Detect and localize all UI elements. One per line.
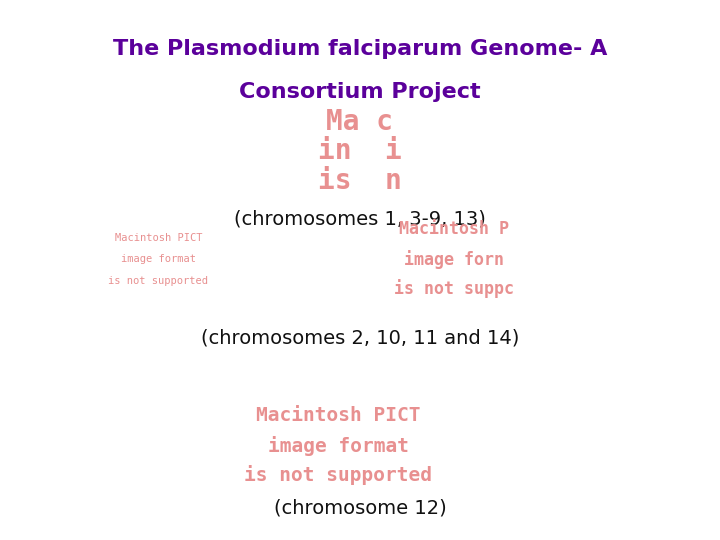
Text: image format: image format: [268, 435, 409, 456]
Text: is  n: is n: [318, 167, 402, 195]
Text: is not supported: is not supported: [109, 276, 208, 286]
Text: is not suppc: is not suppc: [394, 279, 513, 299]
Text: Macintosh PICT: Macintosh PICT: [114, 233, 202, 242]
Text: (chromosome 12): (chromosome 12): [274, 498, 446, 517]
Text: The Plasmodium falciparum Genome- A: The Plasmodium falciparum Genome- A: [113, 38, 607, 59]
Text: image format: image format: [121, 254, 196, 264]
Text: in  i: in i: [318, 137, 402, 165]
Text: is not supported: is not supported: [244, 465, 433, 485]
Text: Macintosh P: Macintosh P: [399, 220, 508, 239]
Text: Macintosh PICT: Macintosh PICT: [256, 406, 420, 426]
Text: (chromosomes 2, 10, 11 and 14): (chromosomes 2, 10, 11 and 14): [201, 328, 519, 347]
Text: image forn: image forn: [404, 249, 503, 269]
Text: Consortium Project: Consortium Project: [239, 82, 481, 102]
Text: Ma c: Ma c: [326, 107, 394, 136]
Text: (chromosomes 1, 3-9, 13): (chromosomes 1, 3-9, 13): [234, 209, 486, 228]
